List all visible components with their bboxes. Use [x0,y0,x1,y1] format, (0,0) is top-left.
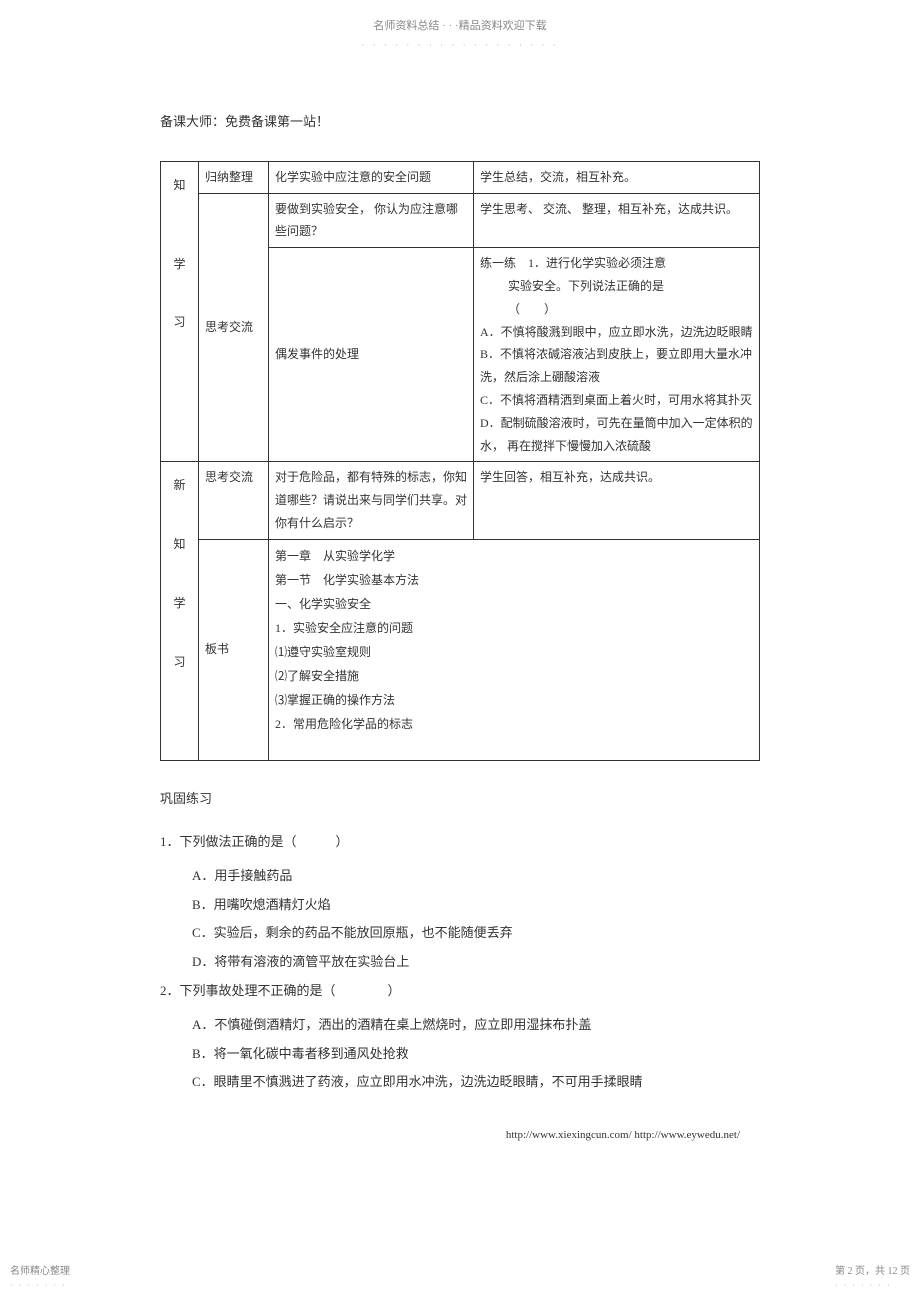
activity-cell: 思考交流 [199,462,269,539]
option-1c: C．实验后，剩余的药品不能放回原瓶，也不能随便丢弃 [192,919,760,948]
option-2c: C．眼睛里不慎溅进了药液，应立即用水冲洗，边洗边眨眼睛，不可用手揉眼睛 [192,1068,760,1097]
board-line: 第一节 化学实验基本方法 [275,568,753,592]
teacher-cell: 要做到实验安全， 你认为应注意哪些问题？ [269,193,474,248]
board-line: ⑶掌握正确的操作方法 [275,688,753,712]
lesson-table: 知 学 习 归纳整理 化学实验中应注意的安全问题 学生总结，交流，相互补充。 思… [160,161,760,761]
practice-option: B．不慎将浓碱溶液沾到皮肤上，要立即用大量水冲洗，然后涂上硼酸溶液 [480,343,753,389]
question-2: 2．下列事故处理不正确的是（ ） [160,977,760,1006]
practice-line: （ ） [480,298,753,321]
left-char: 学 [167,584,192,623]
practice-header: 巩固练习 [160,789,760,810]
bottom-left-text: 名师精心整理 [10,1264,70,1280]
student-cell: 练一练 1．进行化学实验必须注意 实验安全。下列说法正确的是 （ ） A．不慎将… [474,248,760,462]
student-cell: 学生总结，交流，相互补充。 [474,161,760,193]
board-line: 2．常用危险化学品的标志 [275,712,753,736]
practice-option: D．配制硫酸溶液时，可先在量筒中加入一定体积的水， 再在搅拌下慢慢加入浓硫酸 [480,412,753,458]
board-line: 1．实验安全应注意的问题 [275,616,753,640]
left-char: 习 [167,643,192,682]
table-row: 新 知 学 习 思考交流 对于危险品，都有特殊的标志，你知道哪些？请说出来与同学… [161,462,760,539]
board-line: 第一章 从实验学化学 [275,544,753,568]
student-cell: 学生回答，相互补充，达成共识。 [474,462,760,539]
activity-cell: 思考交流 [199,193,269,462]
practice-line: 实验安全。下列说法正确的是 [480,275,753,298]
question-1: 1．下列做法正确的是（ ） [160,828,760,857]
practice-line: 练一练 1．进行化学实验必须注意 [480,252,753,275]
page-content: 备课大师：免费备课第一站！ 知 学 习 归纳整理 化学实验中应注意的安全问题 学… [0,52,920,1184]
bottom-right-dots: · · · · · · · [835,1280,910,1293]
table-row: 板书 第一章 从实验学化学 第一节 化学实验基本方法 一、化学实验安全 1．实验… [161,539,760,760]
teacher-cell: 偶发事件的处理 [269,248,474,462]
table-row: 知 学 习 归纳整理 化学实验中应注意的安全问题 学生总结，交流，相互补充。 [161,161,760,193]
board-cell: 第一章 从实验学化学 第一节 化学实验基本方法 一、化学实验安全 1．实验安全应… [269,539,760,760]
option-2a: A．不慎碰倒酒精灯，洒出的酒精在桌上燃烧时，应立即用湿抹布扑盖 [192,1011,760,1040]
subtitle: 备课大师：免费备课第一站！ [160,112,760,133]
teacher-cell: 化学实验中应注意的安全问题 [269,161,474,193]
option-2b: B．将一氧化碳中毒者移到通风处抢救 [192,1040,760,1069]
bottom-right-text: 第 2 页，共 12 页 [835,1264,910,1280]
practice-option: C．不慎将酒精洒到桌面上着火时，可用水将其扑灭 [480,389,753,412]
board-line: ⑵了解安全措施 [275,664,753,688]
option-1d: D．将带有溶液的滴管平放在实验台上 [192,948,760,977]
header-dots: · · · · · · · · · · · · · · · · · · [0,36,920,52]
bottom-right-note: 第 2 页，共 12 页 · · · · · · · [835,1264,910,1293]
bottom-left-note: 名师精心整理 · · · · · · · [10,1264,70,1293]
student-cell: 学生思考、 交流、 整理，相互补充，达成共识。 [474,193,760,248]
option-1b: B．用嘴吹熄酒精灯火焰 [192,891,760,920]
practice-option: A．不慎将酸溅到眼中，应立即水洗，边洗边眨眼睛 [480,321,753,344]
left-label-cell: 新 知 学 习 [161,462,199,760]
footer-url: http://www.xiexingcun.com/ http://www.ey… [160,1127,760,1145]
left-char: 知 [167,166,192,205]
left-char: 知 [167,525,192,564]
left-char: 习 [167,303,192,342]
board-line: 一、化学实验安全 [275,592,753,616]
left-label-cell: 知 学 习 [161,161,199,462]
header-top-text: 名师资料总结 · · ·精品资料欢迎下载 [0,0,920,36]
left-char: 新 [167,466,192,505]
bottom-left-dots: · · · · · · · [10,1280,70,1293]
left-char: 学 [167,245,192,284]
activity-cell: 板书 [199,539,269,760]
teacher-cell: 对于危险品，都有特殊的标志，你知道哪些？请说出来与同学们共享。对你有什么启示？ [269,462,474,539]
activity-cell: 归纳整理 [199,161,269,193]
table-row: 思考交流 要做到实验安全， 你认为应注意哪些问题？ 学生思考、 交流、 整理，相… [161,193,760,248]
board-line: ⑴遵守实验室规则 [275,640,753,664]
option-1a: A．用手接触药品 [192,862,760,891]
